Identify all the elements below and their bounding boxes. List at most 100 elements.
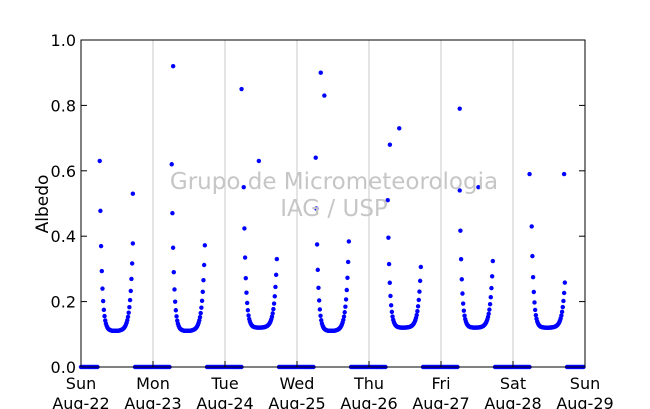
day-point <box>173 308 179 313</box>
y-tick-label: 0.0 <box>51 358 76 377</box>
y-tick-label: 0.8 <box>51 96 76 115</box>
day-point <box>559 313 564 318</box>
day-point <box>385 198 390 203</box>
day-point <box>489 285 494 291</box>
day-point <box>488 295 493 300</box>
outlier-point <box>476 184 481 190</box>
day-point <box>272 294 277 299</box>
day-point <box>345 259 351 265</box>
day-point <box>241 184 246 190</box>
day-point <box>560 304 565 310</box>
day-point <box>273 272 279 278</box>
day-point <box>199 305 204 310</box>
x-tick-label-date: Aug-26 <box>340 394 397 409</box>
day-point <box>242 255 248 260</box>
day-point <box>462 313 467 318</box>
day-point <box>244 300 250 306</box>
day-point <box>389 309 395 315</box>
day-point <box>561 298 566 304</box>
y-tick-label: 0.6 <box>51 162 76 181</box>
day-point <box>129 261 135 266</box>
day-point <box>98 208 103 214</box>
day-point <box>269 314 275 319</box>
day-point <box>417 289 422 294</box>
day-point <box>460 291 465 296</box>
x-tick-label-date: Aug-25 <box>268 394 325 409</box>
day-point <box>417 278 423 284</box>
x-tick-label-day: Wed <box>280 374 315 393</box>
day-point <box>271 306 276 312</box>
day-point <box>130 241 136 246</box>
day-point <box>341 317 346 323</box>
day-point <box>198 310 203 316</box>
day-point <box>273 284 278 290</box>
day-point <box>490 258 496 264</box>
day-point <box>532 307 538 313</box>
day-point <box>532 300 537 305</box>
day-point <box>531 289 536 295</box>
vertical-gridlines <box>152 40 514 367</box>
day-point <box>172 299 178 304</box>
day-point <box>487 307 492 312</box>
x-axis: SunAug-22MonAug-23TueAug-24WedAug-25ThuA… <box>52 361 614 409</box>
outlier-point <box>387 142 393 147</box>
outlier-point <box>239 86 244 92</box>
x-tick-label-day: Tue <box>210 374 238 393</box>
x-tick-label-date: Aug-22 <box>52 394 109 409</box>
day-point <box>100 298 106 304</box>
day-point <box>274 256 280 262</box>
day-point <box>416 297 421 303</box>
x-tick-label-date: Aug-29 <box>556 394 613 409</box>
day-point <box>171 269 176 275</box>
day-point <box>172 287 177 292</box>
day-point <box>316 298 322 303</box>
day-point <box>530 274 536 280</box>
day-point <box>170 245 176 250</box>
data-points <box>78 63 586 370</box>
x-tick-label-date: Aug-24 <box>196 394 253 409</box>
day-point <box>245 308 251 313</box>
day-point <box>487 302 493 307</box>
x-tick-label-day: Sat <box>500 374 526 393</box>
day-point <box>314 206 319 211</box>
day-point <box>343 304 348 309</box>
y-axis-title: Albedo <box>33 175 53 234</box>
day-point <box>460 301 466 306</box>
x-tick-label-day: Sun <box>570 374 600 393</box>
day-point <box>169 162 174 167</box>
outlier-point <box>561 171 567 177</box>
day-point <box>97 158 102 164</box>
day-point <box>533 312 539 318</box>
day-point <box>461 308 467 313</box>
outlier-point <box>318 70 323 75</box>
day-point <box>562 280 568 285</box>
x-tick-label-day: Thu <box>353 374 384 393</box>
day-point <box>201 277 206 283</box>
outlier-point <box>130 191 136 196</box>
day-point <box>128 288 133 294</box>
day-point <box>318 313 323 318</box>
day-point <box>458 256 464 262</box>
outlier-point <box>256 158 262 164</box>
watermark-line-2: IAG / USP <box>280 196 388 222</box>
day-point <box>125 314 131 320</box>
day-point <box>102 313 107 319</box>
day-point <box>386 235 391 240</box>
day-point <box>316 285 321 291</box>
day-point <box>170 210 175 216</box>
day-point <box>127 297 133 303</box>
day-point <box>244 290 249 295</box>
x-tick-label-date: Aug-27 <box>412 394 469 409</box>
plot-frame <box>80 39 586 368</box>
x-tick-label-day: Sun <box>66 374 96 393</box>
day-point <box>242 226 247 231</box>
day-point <box>200 289 205 295</box>
y-tick-label: 1.0 <box>51 31 76 50</box>
outlier-point <box>457 106 462 111</box>
day-point <box>458 228 463 233</box>
day-point <box>561 290 567 296</box>
day-point <box>344 287 349 293</box>
day-point <box>345 275 350 281</box>
day-point <box>386 261 392 267</box>
